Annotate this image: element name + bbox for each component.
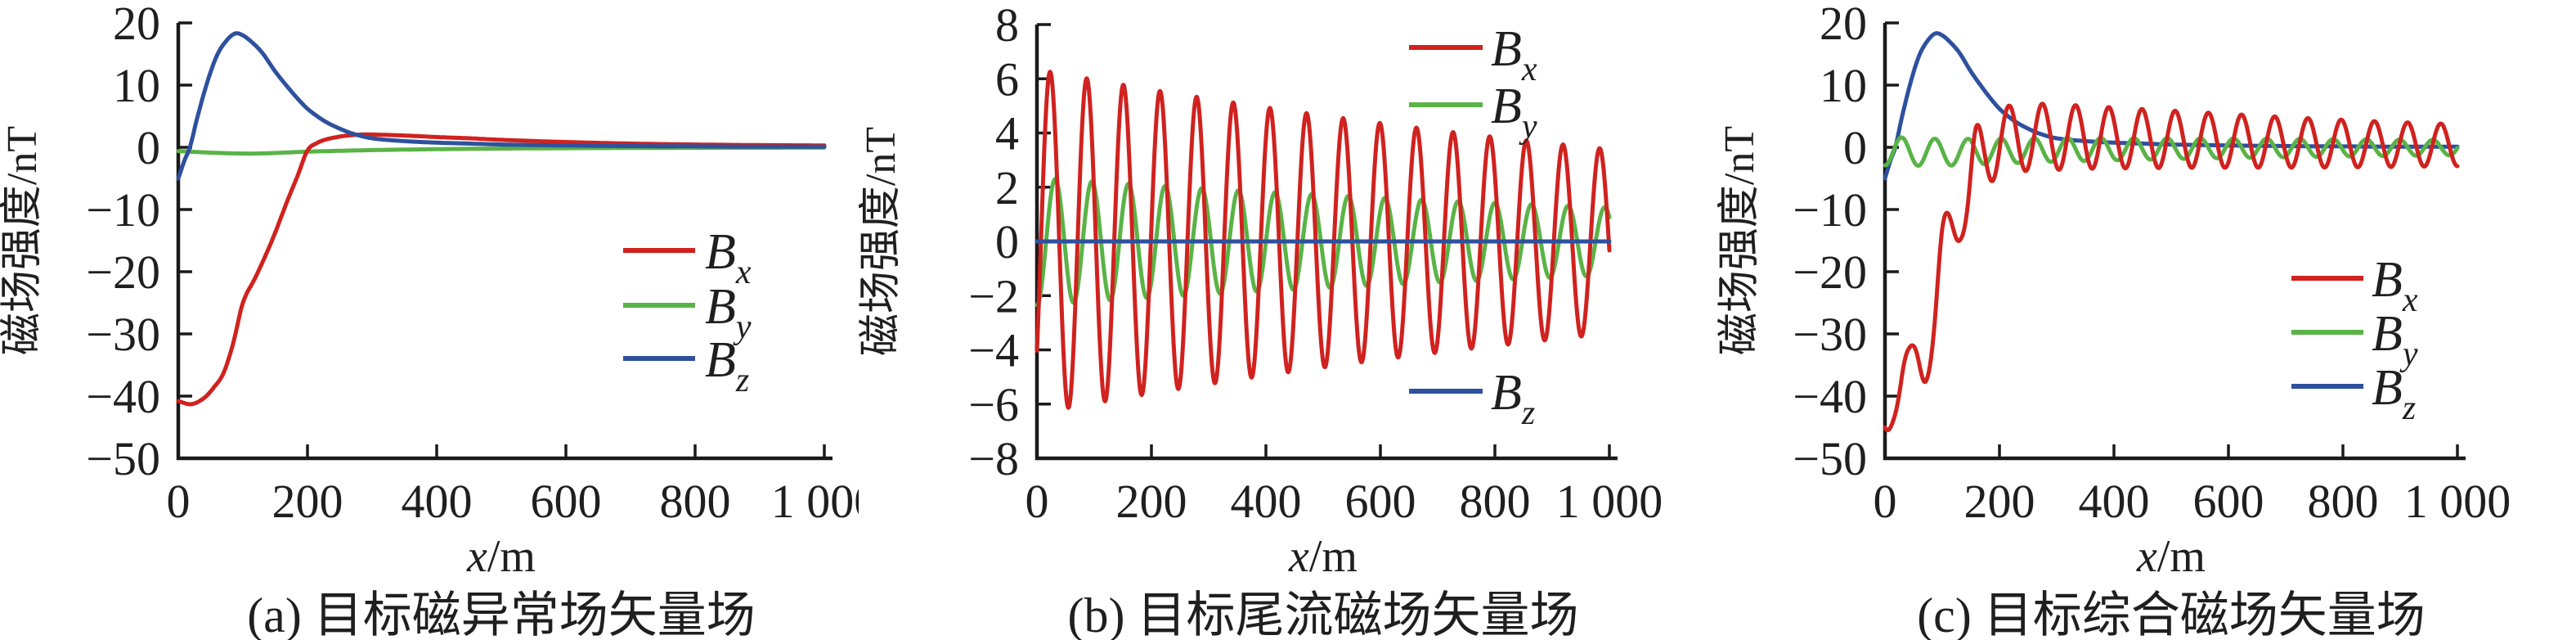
y-tick-label-b: −8 [968, 432, 1019, 485]
series-line-Bx-b [1034, 70, 1612, 410]
x-axis-label: x/m [466, 531, 536, 582]
x-tick-label-c: 0 [1874, 475, 1897, 528]
y-tick-label-c: −40 [1793, 370, 1867, 423]
legend-label-By-a: By [705, 279, 752, 346]
y-tick-label-c: −30 [1793, 308, 1867, 361]
x-tick-label-c: 800 [2308, 475, 2379, 528]
y-tick-label-a: −50 [86, 432, 160, 485]
y-tick-label-a: −10 [86, 183, 160, 237]
x-tick-label-a: 600 [531, 475, 602, 528]
legend-label-Bx-c: Bx [2372, 252, 2418, 319]
legend-label-Bx-a: Bx [705, 224, 752, 291]
y-tick-label-b: −6 [968, 378, 1019, 431]
y-tick-label-a: 20 [113, 0, 160, 50]
y-tick-label-c: −20 [1793, 246, 1867, 299]
y-tick-label-b: −2 [968, 269, 1019, 322]
caption-a: (a) 目标磁异常场矢量场 [247, 588, 756, 640]
chart-panel-c: 20 10 0 −10 −20 −30 −40 −50 0 200 400 600 800 1 000 磁场… [1717, 0, 2576, 640]
caption-c: (c) 目标综合磁场矢量场 [1917, 588, 2426, 640]
y-tick-label-c: 0 [1843, 121, 1867, 174]
legend-label-By-b: By [1491, 79, 1537, 146]
x-tick-label-b: 200 [1116, 475, 1187, 528]
x-tick-label-a: 200 [272, 475, 343, 528]
x-tick-label-a: 800 [660, 475, 731, 528]
legend-label-Bx-b: Bx [1491, 21, 1537, 88]
y-tick-label-b: 0 [995, 215, 1019, 268]
x-axis-label: x/m [2136, 531, 2206, 582]
legend-label-Bz-c: Bz [2372, 360, 2416, 427]
x-tick-label-b: 400 [1231, 475, 1302, 528]
y-tick-label-a: 0 [137, 121, 160, 174]
y-tick-label-b: 8 [995, 0, 1019, 52]
y-axis-label: 磁场强度/nT [0, 126, 46, 355]
y-tick-label-b: 2 [995, 161, 1019, 214]
legend-label-Bz-a: Bz [705, 332, 749, 399]
chart-panel-b: 8 6 4 2 0 −2 −4 −6 −8 0 200 400 600 800 1 000 磁场强度/nT x/… [859, 0, 1717, 640]
x-tick-label-b: 1 000 [1556, 475, 1663, 528]
legend-label-Bz-b: Bz [1491, 365, 1535, 432]
x-tick-label-c: 1 000 [2404, 475, 2511, 528]
series-line-Bz-a [176, 31, 827, 181]
x-tick-label-b: 0 [1025, 475, 1049, 528]
x-tick-label-b: 800 [1460, 475, 1531, 528]
y-tick-label-a: 10 [113, 59, 160, 112]
y-tick-label-c: −10 [1793, 183, 1867, 237]
x-tick-label-b: 600 [1345, 475, 1416, 528]
y-tick-label-b: 4 [995, 107, 1019, 160]
x-tick-label-c: 600 [2193, 475, 2264, 528]
y-axis-label: 磁场强度/nT [859, 127, 904, 356]
y-tick-label-a: −30 [86, 308, 160, 361]
legend-label-By-c: By [2372, 306, 2418, 373]
y-tick-label-a: −40 [86, 370, 160, 423]
series-line-By-c [1883, 135, 2460, 168]
y-tick-label-b: −4 [968, 324, 1019, 377]
caption-b: (b) 目标尾流磁场矢量场 [1068, 588, 1579, 640]
x-tick-label-a: 0 [167, 475, 191, 528]
series-line-Bx-c [1883, 101, 2460, 433]
x-tick-label-a: 1 000 [771, 475, 859, 528]
y-tick-label-c: 20 [1820, 0, 1867, 50]
y-tick-label-c: −50 [1793, 432, 1867, 485]
y-tick-label-a: −20 [86, 246, 160, 299]
y-tick-label-c: 10 [1820, 59, 1867, 112]
x-tick-label-c: 200 [1964, 475, 2035, 528]
x-tick-label-c: 400 [2079, 475, 2150, 528]
x-tick-label-a: 400 [402, 475, 473, 528]
x-axis-label: x/m [1288, 531, 1358, 582]
y-axis-label: 磁场强度/nT [1717, 126, 1763, 355]
y-tick-label-b: 6 [995, 52, 1019, 106]
